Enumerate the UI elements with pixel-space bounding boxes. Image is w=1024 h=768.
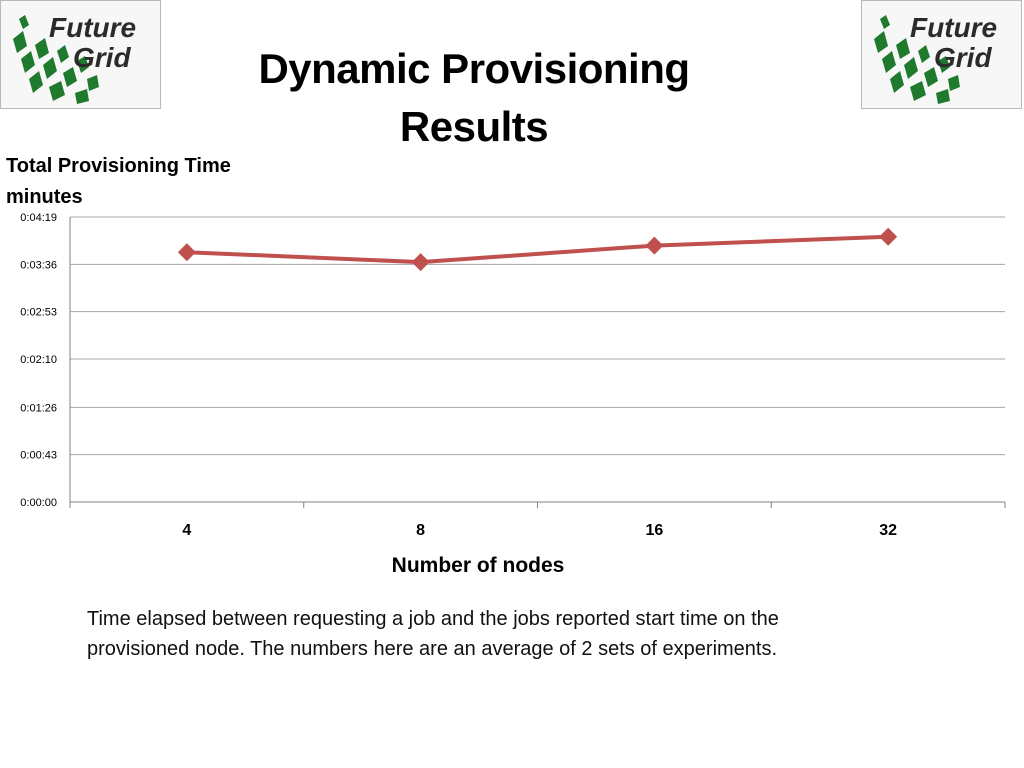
futuregrid-logo-graphic: Future Grid	[874, 12, 997, 104]
y-tick-label: 0:03:36	[20, 259, 57, 271]
x-tick-label: 4	[182, 522, 191, 539]
y-tick-label: 0:00:00	[20, 497, 57, 509]
futuregrid-logo-right: Future Grid	[861, 0, 1022, 109]
x-tick-label: 16	[645, 522, 663, 539]
data-point-marker	[645, 236, 664, 255]
logo-text-grid: Grid	[934, 42, 992, 73]
y-tick-label: 0:02:53	[20, 307, 57, 319]
slide-title-line2: Results	[399, 103, 549, 150]
y-tick-label: 0:00:43	[20, 450, 57, 462]
futuregrid-logo: Future Grid	[0, 0, 161, 109]
data-point-marker	[879, 227, 898, 246]
y-axis-title-line1: Total Provisioning Time	[6, 155, 231, 177]
x-axis-title: Number of nodes	[391, 554, 565, 577]
data-point-marker	[177, 243, 196, 262]
slide-description-line2: provisioned node. The numbers here are a…	[87, 638, 778, 660]
y-tick-label: 0:01:26	[20, 402, 57, 414]
y-axis-title-line2: minutes	[6, 186, 83, 208]
futuregrid-logo-graphic: Future Grid	[13, 12, 136, 104]
slide-title-line1: Dynamic Provisioning	[258, 45, 690, 92]
slide-description-line1: Time elapsed between requesting a job an…	[87, 608, 779, 630]
slide-title: Dynamic Provisioning Results	[200, 40, 748, 156]
y-axis-title: Total Provisioning Time minutes	[6, 151, 231, 213]
logo-text-grid: Grid	[73, 42, 131, 73]
y-tick-label: 0:02:10	[20, 354, 57, 366]
series-line	[186, 234, 889, 265]
x-tick-label: 8	[416, 522, 425, 539]
line-chart: 0:00:00 0:00:43 0:01:26 0:02:10 0:02:53 0:03:…	[20, 212, 1006, 539]
y-tick-label: 0:04:19	[20, 212, 57, 224]
slide-description: Time elapsed between requesting a job an…	[87, 604, 967, 664]
data-point-marker	[411, 253, 430, 272]
logo-text-future: Future	[910, 12, 997, 43]
x-tick-label: 32	[879, 522, 897, 539]
logo-text-future: Future	[49, 12, 136, 43]
